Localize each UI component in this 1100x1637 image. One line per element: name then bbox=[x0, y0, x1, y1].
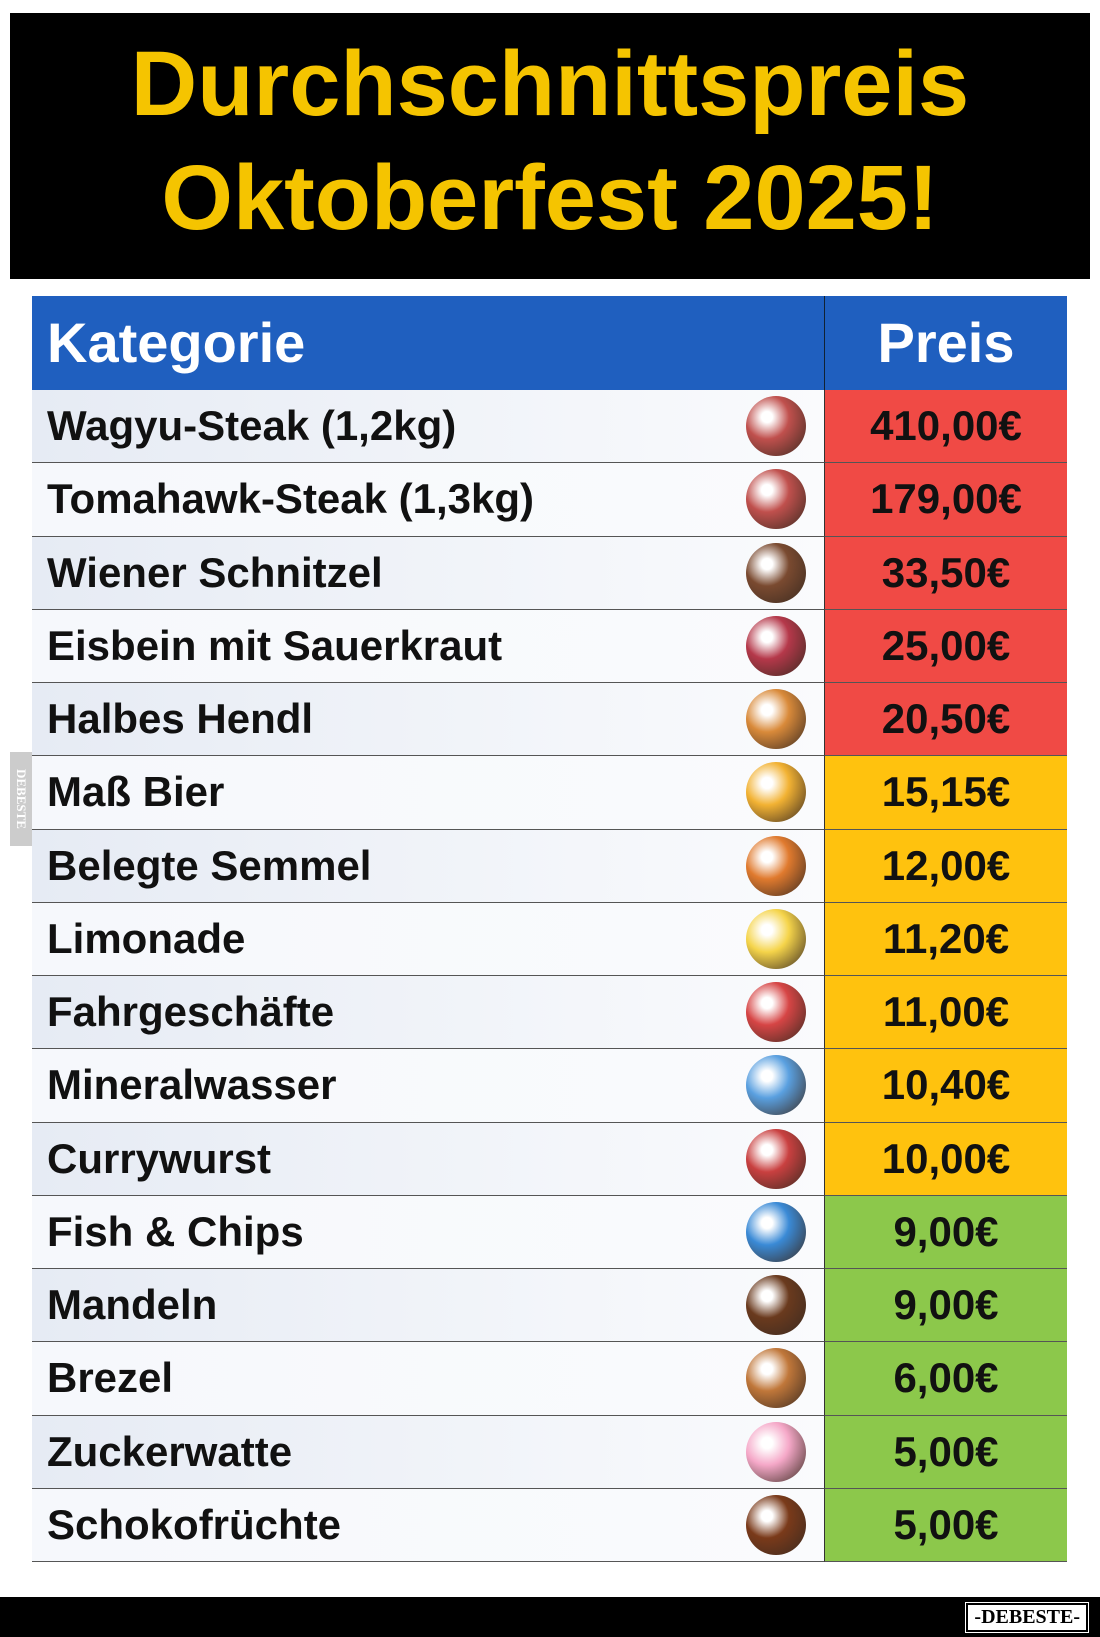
item-icon bbox=[746, 908, 806, 969]
row-name: Brezel bbox=[32, 1342, 824, 1416]
row-name: Schokofrüchte bbox=[32, 1488, 824, 1562]
row-price: 10,00€ bbox=[824, 1122, 1067, 1196]
item-icon bbox=[746, 982, 806, 1042]
row-price: 12,00€ bbox=[824, 829, 1067, 903]
item-icon bbox=[746, 1275, 806, 1335]
item-icon bbox=[746, 615, 806, 676]
row-name: Fahrgeschäfte bbox=[32, 976, 824, 1050]
row-name: Belegte Semmel bbox=[32, 829, 824, 903]
row-name: Mandeln bbox=[32, 1269, 824, 1343]
title-line: Oktoberfest 2025! bbox=[161, 147, 939, 249]
row-name: Eisbein mit Sauerkraut bbox=[32, 609, 824, 683]
row-price: 9,00€ bbox=[824, 1269, 1067, 1343]
row-price: 11,20€ bbox=[824, 902, 1067, 976]
item-icon bbox=[746, 835, 806, 896]
title-line: Durchschnittspreis bbox=[130, 33, 970, 135]
row-price: 33,50€ bbox=[824, 536, 1067, 610]
row-price: 10,40€ bbox=[824, 1049, 1067, 1123]
row-price: 5,00€ bbox=[824, 1415, 1067, 1489]
item-icon bbox=[746, 542, 806, 603]
row-name: Wiener Schnitzel bbox=[32, 536, 824, 610]
item-icon bbox=[746, 1494, 806, 1555]
row-price: 6,00€ bbox=[824, 1342, 1067, 1416]
title-banner bbox=[10, 13, 1090, 279]
row-name: Currywurst bbox=[32, 1122, 824, 1196]
row-name: Fish & Chips bbox=[32, 1195, 824, 1269]
row-name: Halbes Hendl bbox=[32, 683, 824, 757]
item-icon bbox=[746, 469, 806, 530]
row-price: 25,00€ bbox=[824, 609, 1067, 683]
row-price: 179,00€ bbox=[824, 463, 1067, 537]
footer-bar bbox=[0, 1597, 1100, 1637]
item-icon bbox=[746, 1348, 806, 1409]
row-name: Wagyu-Steak (1,2kg) bbox=[32, 390, 824, 464]
watermark: -DEBESTE- bbox=[965, 1602, 1089, 1633]
row-price: 410,00€ bbox=[824, 390, 1067, 464]
item-icon bbox=[746, 1201, 806, 1262]
item-icon bbox=[746, 1421, 806, 1482]
item-icon bbox=[746, 762, 806, 823]
row-name: Maß Bier bbox=[32, 756, 824, 830]
item-icon bbox=[746, 1055, 806, 1116]
side-watermark: DEBESTE bbox=[10, 752, 32, 846]
item-icon bbox=[746, 1128, 806, 1189]
column-header: Kategorie bbox=[32, 296, 824, 390]
row-name: Limonade bbox=[32, 902, 824, 976]
row-price: 20,50€ bbox=[824, 683, 1067, 757]
row-price: 5,00€ bbox=[824, 1488, 1067, 1562]
row-price: 15,15€ bbox=[824, 756, 1067, 830]
row-price: 11,00€ bbox=[824, 976, 1067, 1050]
item-icon bbox=[746, 396, 806, 456]
row-name: Zuckerwatte bbox=[32, 1415, 824, 1489]
row-name: Mineralwasser bbox=[32, 1049, 824, 1123]
column-header: Preis bbox=[824, 296, 1067, 390]
item-icon bbox=[746, 689, 806, 749]
row-name: Tomahawk-Steak (1,3kg) bbox=[32, 463, 824, 537]
row-price: 9,00€ bbox=[824, 1195, 1067, 1269]
